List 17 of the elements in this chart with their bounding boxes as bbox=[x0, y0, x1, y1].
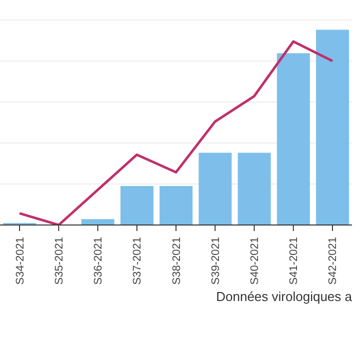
x-tick-label: S37-2021 bbox=[132, 237, 144, 285]
bar bbox=[198, 152, 232, 225]
x-tick-label: S34-2021 bbox=[14, 237, 26, 285]
bar bbox=[238, 152, 271, 225]
x-tick-label: S36-2021 bbox=[92, 237, 105, 285]
x-tick-label: S38-2021 bbox=[170, 237, 183, 285]
x-tick-label: S35-2021 bbox=[53, 237, 66, 285]
x-tick-label: S39-2021 bbox=[210, 237, 222, 285]
bar bbox=[316, 30, 350, 225]
bar bbox=[120, 186, 154, 225]
x-axis-title: Données virologiques a bbox=[216, 289, 352, 304]
bar bbox=[160, 186, 193, 225]
bar bbox=[276, 53, 310, 225]
x-tick-label: S42-2021 bbox=[327, 237, 340, 285]
bar bbox=[81, 219, 114, 225]
x-tick-label: S41-2021 bbox=[288, 237, 300, 285]
x-tick-label: S40-2021 bbox=[249, 237, 262, 285]
